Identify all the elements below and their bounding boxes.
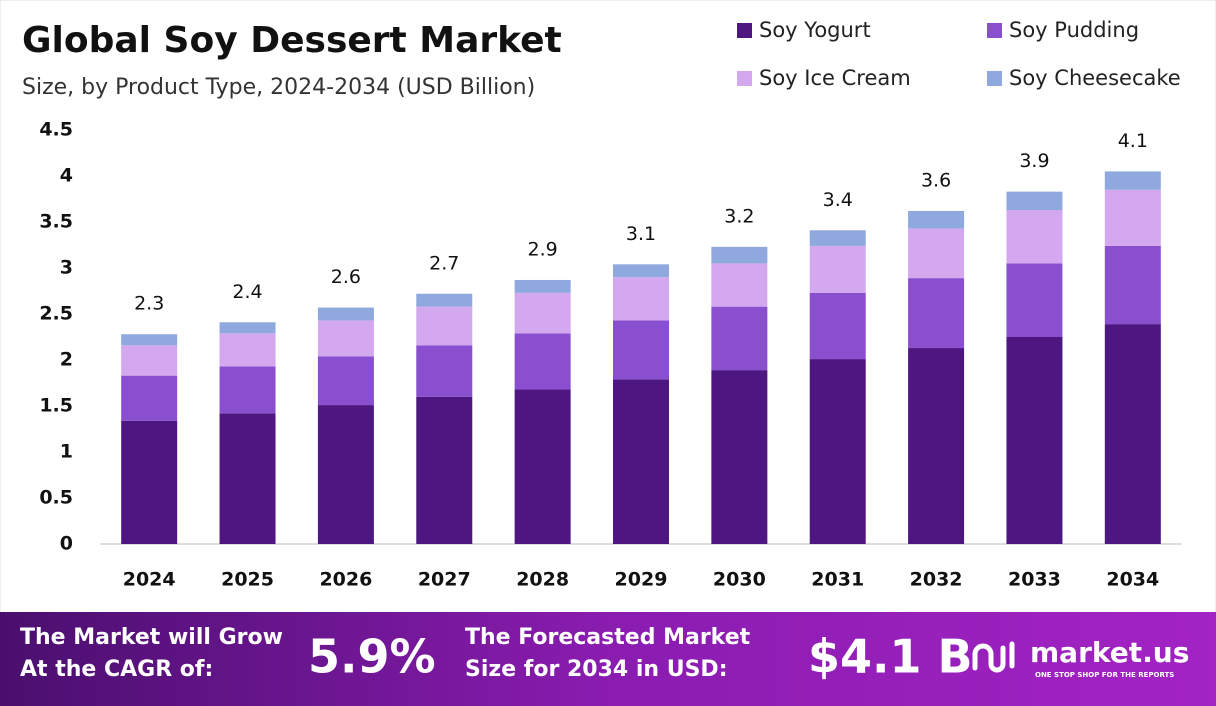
total-label: 4.1: [1118, 130, 1148, 152]
x-tick-label: 2024: [123, 569, 176, 591]
forecast-label: Size for 2034 in USD:: [465, 657, 728, 682]
legend-label: Soy Pudding: [1009, 18, 1139, 42]
x-tick-label: 2033: [1008, 569, 1061, 591]
x-tick-label: 2034: [1106, 569, 1159, 591]
bar-segment: [317, 356, 374, 406]
bar-segment: [809, 359, 866, 544]
total-label: 2.9: [528, 238, 558, 260]
total-label: 2.3: [134, 293, 164, 315]
bar-segment: [416, 345, 473, 397]
x-tick-label: 2031: [811, 569, 864, 591]
legend-swatch: [737, 71, 752, 86]
bar-segment: [514, 279, 571, 293]
cagr-value: 5.9%: [308, 630, 436, 684]
bar-segment: [1104, 171, 1161, 190]
y-tick-label: 2: [60, 349, 73, 371]
total-label: 2.6: [331, 266, 361, 288]
bar-segment: [908, 278, 965, 349]
bar-segment: [1104, 189, 1161, 246]
bar-segment: [1006, 337, 1063, 544]
bar-segment: [908, 228, 965, 279]
total-label: 3.4: [823, 189, 853, 211]
bar-segment: [711, 263, 768, 307]
bar-segment: [514, 333, 571, 390]
y-tick-label: 0: [60, 533, 73, 555]
y-tick-label: 1.5: [39, 395, 73, 417]
bar-segment: [908, 210, 965, 229]
bar-segment: [809, 230, 866, 246]
bar-segment: [317, 320, 374, 357]
cagr-label: At the CAGR of:: [20, 657, 213, 682]
chart-subtitle: Size, by Product Type, 2024-2034 (USD Bi…: [22, 75, 535, 100]
y-tick-label: 2.5: [39, 303, 73, 325]
bar-segment: [1104, 324, 1161, 544]
bar-segment: [613, 379, 669, 544]
bar-segment: [219, 413, 276, 544]
bar-segment: [219, 322, 276, 334]
bar-segment: [121, 345, 178, 376]
bar-segment: [711, 246, 768, 264]
bar-segment: [416, 396, 473, 544]
forecast-value: $4.1 B: [808, 630, 973, 684]
y-tick-label: 4.5: [39, 119, 73, 141]
legend-swatch: [987, 71, 1002, 86]
bar-segment: [613, 277, 669, 321]
total-label: 3.1: [626, 223, 656, 245]
bar-segment: [219, 366, 276, 414]
bar-segment: [416, 293, 473, 307]
bar-segment: [317, 405, 374, 544]
x-tick-label: 2025: [221, 569, 274, 591]
total-label: 2.4: [232, 281, 262, 303]
bar-segment: [121, 375, 178, 421]
brand-name: market.us: [1030, 636, 1189, 669]
bar-segment: [711, 370, 768, 544]
bar-segment: [317, 307, 374, 321]
total-label: 3.2: [724, 205, 754, 227]
bar-segment: [121, 334, 178, 346]
y-tick-label: 4: [60, 165, 73, 187]
legend-label: Soy Ice Cream: [759, 66, 911, 90]
legend-swatch: [737, 23, 752, 38]
total-label: 2.7: [429, 252, 459, 274]
y-tick-label: 3: [60, 257, 73, 279]
total-label: 3.6: [921, 169, 951, 191]
x-tick-label: 2029: [615, 569, 668, 591]
y-tick-label: 0.5: [39, 487, 73, 509]
x-tick-label: 2028: [516, 569, 569, 591]
y-tick-label: 3.5: [39, 211, 73, 233]
forecast-label: The Forecasted Market: [465, 625, 751, 650]
legend-swatch: [987, 23, 1002, 38]
bar-segment: [1006, 191, 1063, 211]
x-tick-label: 2030: [713, 569, 766, 591]
bar-segment: [1006, 263, 1063, 337]
chart-title: Global Soy Dessert Market: [22, 20, 562, 61]
x-tick-label: 2032: [910, 569, 963, 591]
y-tick-label: 1: [60, 441, 73, 463]
bar-segment: [121, 420, 178, 544]
cagr-label: The Market will Grow: [20, 625, 283, 650]
legend-label: Soy Yogurt: [759, 18, 871, 42]
bar-segment: [219, 333, 276, 367]
x-tick-label: 2026: [319, 569, 372, 591]
x-tick-label: 2027: [418, 569, 471, 591]
brand-tagline: ONE STOP SHOP FOR THE REPORTS: [1035, 671, 1174, 679]
bar-segment: [1006, 210, 1063, 264]
bar-segment: [809, 292, 866, 360]
total-label: 3.9: [1019, 150, 1049, 172]
bar-segment: [416, 306, 473, 346]
bar-segment: [1104, 245, 1161, 325]
brand-logo: [972, 641, 1015, 673]
bar-segment: [514, 389, 571, 544]
bar-segment: [711, 306, 768, 371]
bar-segment: [613, 320, 669, 380]
legend-label: Soy Cheesecake: [1009, 66, 1181, 90]
bar-segment: [514, 292, 571, 334]
bar-segment: [809, 245, 866, 293]
bar-segment: [908, 348, 965, 544]
bar-segment: [613, 264, 669, 278]
